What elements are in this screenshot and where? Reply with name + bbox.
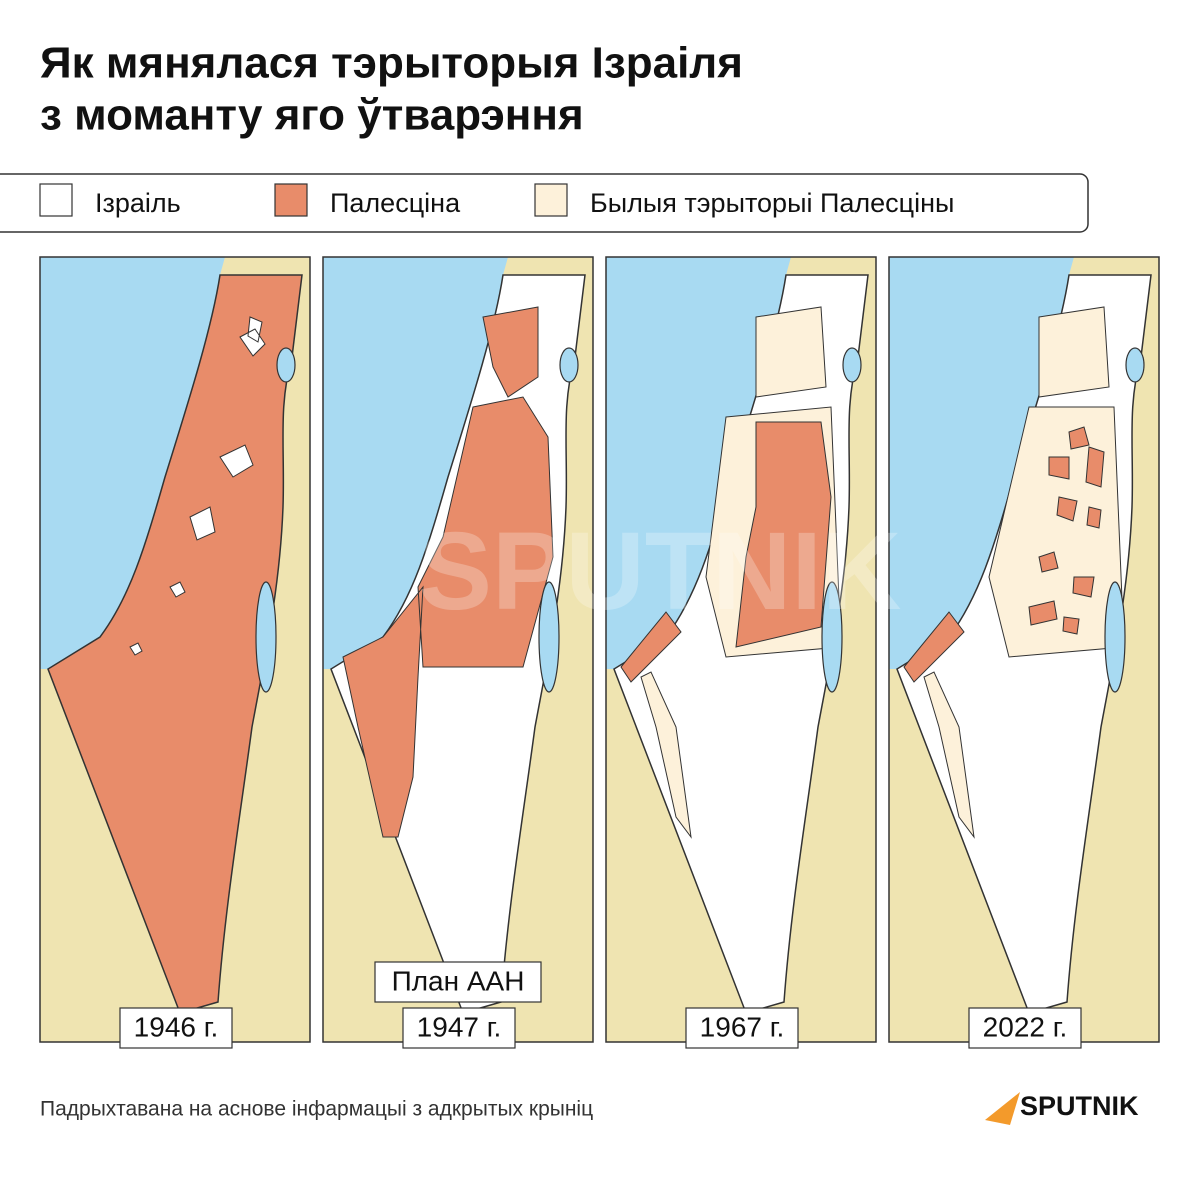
legend-swatch	[39, 183, 73, 217]
note-box	[374, 961, 542, 1003]
year-box	[402, 1007, 516, 1049]
map-panel: 2022 г.	[888, 256, 1160, 1049]
legend-label: Палесціна	[330, 188, 461, 218]
logo: SPUTNIK	[1020, 1091, 1139, 1121]
year-label: 1946 г.	[134, 1011, 219, 1042]
territory	[129, 316, 266, 656]
map-panel: 1947 г. План ААН	[322, 256, 594, 1049]
year-box	[968, 1007, 1082, 1049]
year-label: 1967 г.	[700, 1011, 785, 1042]
title: з моманту яго ўтварэння	[40, 91, 584, 140]
legend-label: Былыя тэрыторыі Палесціны	[590, 188, 954, 218]
map-panel: 1967 г.	[605, 256, 877, 1049]
map	[606, 257, 876, 1042]
year-box	[685, 1007, 799, 1049]
legend-label: Ізраіль	[95, 188, 181, 218]
territory	[620, 421, 832, 683]
legend-swatch	[274, 183, 308, 217]
logo-mark	[985, 1092, 1020, 1125]
note-label: План ААН	[392, 965, 525, 996]
legend-swatch	[534, 183, 568, 217]
year-box	[119, 1007, 233, 1049]
year-label: 2022 г.	[983, 1011, 1068, 1042]
maps: 1946 г. 1947 г. План ААН 1967 г. 2022 г.	[39, 256, 1160, 1049]
map-panel: 1946 г.	[39, 256, 311, 1049]
source: Падрыхтавана на аснове інфармацыі з адкр…	[40, 1098, 593, 1121]
map	[889, 257, 1159, 1042]
watermark: SPUTNIK	[419, 510, 902, 633]
territory	[903, 426, 1105, 683]
legend: Ізраіль Палесціна Былыя тэрыторыі Палесцін…	[39, 183, 954, 218]
title: Як мянялася тэрыторыя Ізраіля	[40, 39, 743, 88]
map	[40, 257, 310, 1042]
map	[323, 257, 593, 1042]
territory	[342, 306, 554, 838]
year-label: 1947 г.	[417, 1011, 502, 1042]
